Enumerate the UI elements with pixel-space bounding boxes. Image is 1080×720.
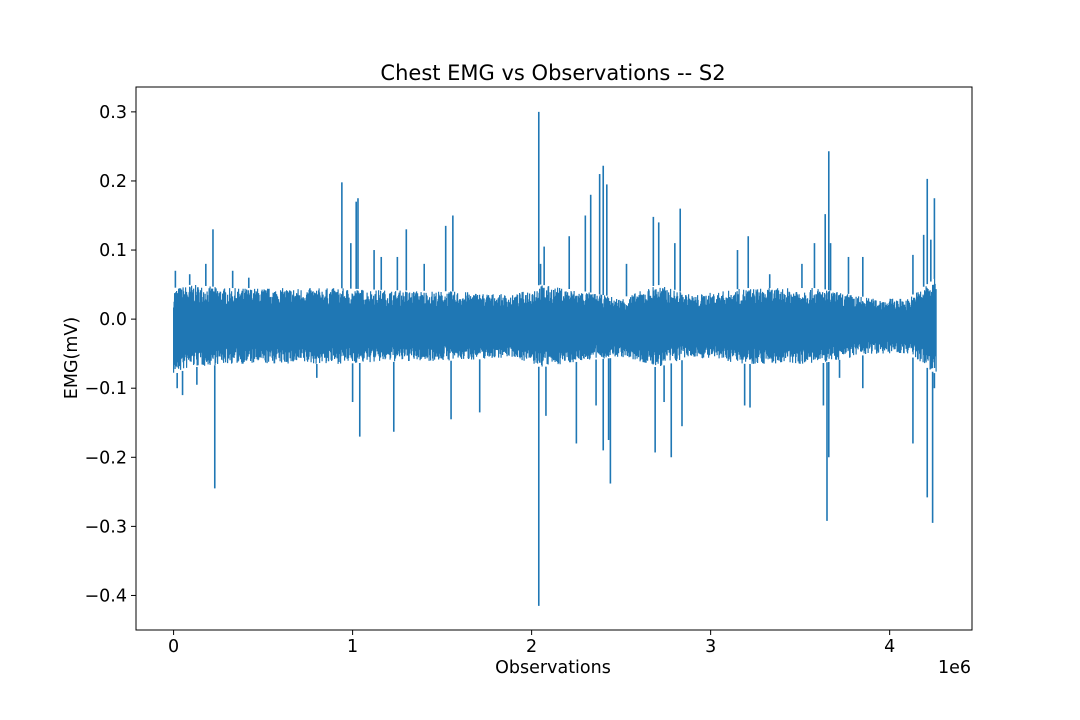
emg-series [173,111,937,606]
y-tick-label: −0.3 [85,517,128,537]
y-axis-title: EMG(mV) [62,317,82,399]
x-axis-offset-label: 1e6 [938,658,971,678]
x-tick-label: 0 [168,637,179,657]
x-tick-label: 2 [526,637,537,657]
chart-title: Chest EMG vs Observations -- S2 [380,61,725,85]
y-axis: 0.3 0.2 0.1 0.0 −0.1 −0.2 −0.3 −0.4 [85,103,136,606]
series-line [173,278,937,373]
y-tick-label: 0.2 [99,172,127,192]
y-tick-label: 0.0 [99,310,127,330]
y-tick-label: −0.1 [85,379,128,399]
x-axis: 0 1 2 3 4 [168,630,895,657]
x-axis-title: Observations [495,658,611,678]
y-tick-label: −0.2 [85,448,128,468]
y-tick-label: 0.1 [99,241,127,261]
plot-area-frame [135,86,973,631]
x-tick-label: 4 [884,637,895,657]
y-tick-label: 0.3 [99,103,127,123]
x-tick-label: 3 [705,637,716,657]
x-tick-label: 1 [347,637,358,657]
y-tick-label: −0.4 [85,586,128,606]
